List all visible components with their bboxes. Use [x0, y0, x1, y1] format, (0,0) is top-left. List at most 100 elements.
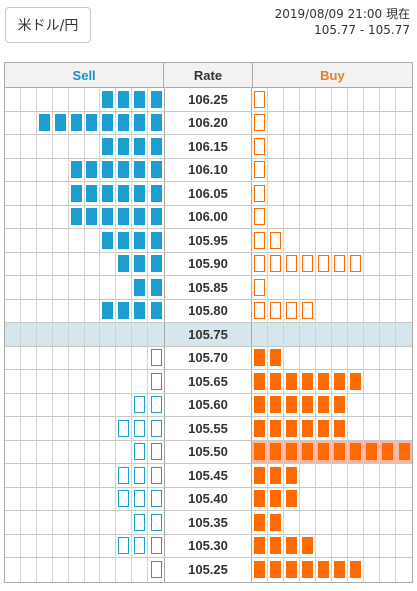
sell-order-block	[134, 513, 146, 531]
sell-cell	[148, 535, 164, 558]
sell-cell	[100, 135, 117, 158]
sell-cell	[132, 158, 149, 181]
sell-cell	[100, 276, 117, 299]
buy-position-block	[254, 372, 265, 390]
sell-cell	[21, 111, 37, 134]
sell-cell	[53, 346, 69, 369]
buy-cell	[316, 252, 332, 275]
sell-cell	[5, 229, 21, 252]
sell-cell	[116, 464, 133, 487]
rate-row: 106.10	[5, 158, 412, 182]
sell-cell	[100, 417, 117, 440]
sell-cell	[69, 393, 85, 416]
sell-position-block	[54, 114, 66, 132]
sell-cell	[132, 111, 149, 134]
sell-cell	[116, 252, 133, 275]
buy-cell	[396, 370, 412, 393]
sell-cell	[116, 88, 133, 111]
sell-position-block	[118, 90, 130, 108]
order-book-grid: Sell Rate Buy 106.25 106.20 106.15 106.10 10…	[4, 62, 413, 583]
sell-cells	[5, 323, 165, 346]
buy-cell	[252, 487, 268, 510]
rate-row: 105.80	[5, 299, 412, 323]
sell-position-block	[118, 161, 130, 179]
sell-cell	[100, 558, 117, 582]
sell-order-block	[134, 396, 146, 414]
sell-cell	[116, 229, 133, 252]
buy-cell	[300, 464, 316, 487]
sell-cell	[132, 323, 149, 346]
sell-cell	[116, 111, 133, 134]
sell-cell	[21, 182, 37, 205]
sell-cell	[69, 205, 85, 228]
buy-cell	[364, 346, 380, 369]
buy-cell	[380, 229, 396, 252]
buy-cell	[300, 417, 316, 440]
buy-cell	[332, 417, 348, 440]
sell-cell	[5, 346, 21, 369]
sell-cell	[116, 440, 133, 463]
sell-cells	[5, 417, 165, 440]
currency-pair-button[interactable]: 米ドル/円	[5, 7, 91, 43]
sell-cells	[5, 205, 165, 228]
buy-cell	[348, 276, 364, 299]
buy-cell	[300, 135, 316, 158]
rate-value: 106.15	[165, 135, 252, 158]
sell-cell	[85, 229, 101, 252]
buy-cell	[348, 158, 364, 181]
sell-position-block	[118, 302, 130, 320]
sell-cell	[100, 111, 117, 134]
sell-cell	[5, 111, 21, 134]
buy-position-block	[302, 537, 313, 555]
buy-cell	[364, 558, 380, 582]
sell-cell	[132, 135, 149, 158]
buy-cell	[268, 299, 284, 322]
buy-cell	[380, 464, 396, 487]
buy-cell	[300, 393, 316, 416]
buy-position-block	[270, 561, 281, 579]
buy-order-block	[270, 302, 281, 320]
buy-cell	[348, 88, 364, 111]
rate-value: 105.30	[165, 534, 252, 557]
sell-cell	[69, 158, 85, 181]
sell-cell	[148, 276, 164, 299]
buy-cells	[252, 135, 412, 158]
buy-cells	[252, 346, 412, 369]
buy-position-block	[382, 443, 393, 461]
sell-cell	[69, 464, 85, 487]
buy-cell	[284, 88, 300, 111]
sell-cell	[37, 534, 53, 557]
buy-cell	[284, 487, 300, 510]
rate-value: 106.25	[165, 88, 252, 111]
buy-cell	[332, 205, 348, 228]
sell-cell	[37, 299, 53, 322]
buy-cell	[252, 370, 268, 393]
buy-cell	[252, 135, 268, 158]
buy-cell	[284, 534, 300, 557]
sell-cell	[53, 182, 69, 205]
sell-cell	[148, 135, 164, 158]
buy-cell	[380, 534, 396, 557]
buy-position-block	[334, 419, 345, 437]
buy-cell	[364, 158, 380, 181]
sell-cell	[148, 323, 164, 346]
buy-order-block	[254, 161, 265, 179]
buy-cell	[268, 229, 284, 252]
sell-cell	[53, 252, 69, 275]
buy-cells	[252, 558, 412, 582]
buy-order-block	[286, 255, 297, 273]
sell-cell	[100, 158, 117, 181]
buy-cell	[348, 229, 364, 252]
buy-cell	[316, 440, 332, 463]
buy-cell	[348, 252, 364, 275]
buy-cell	[364, 299, 380, 322]
sell-cell	[116, 323, 133, 346]
sell-cell	[53, 417, 69, 440]
rate-value: 105.80	[165, 299, 252, 322]
sell-cell	[37, 205, 53, 228]
sell-cells	[5, 487, 165, 510]
sell-cell	[132, 440, 149, 463]
buy-cell	[396, 159, 412, 182]
buy-cell	[348, 299, 364, 322]
sell-cell	[100, 511, 117, 534]
